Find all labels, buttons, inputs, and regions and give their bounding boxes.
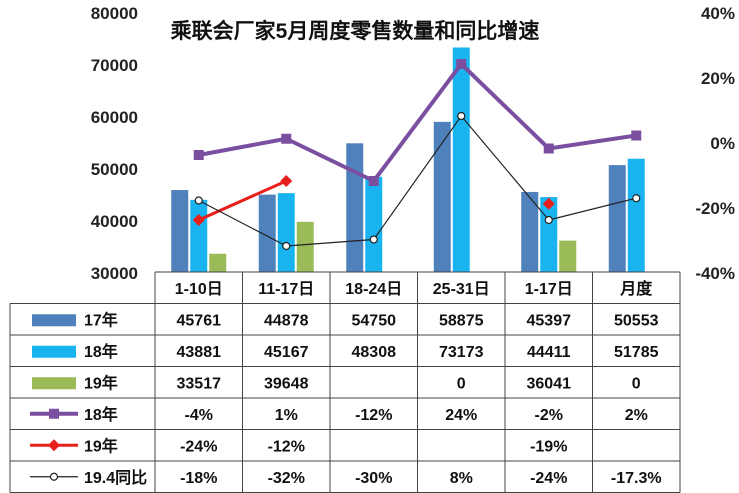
- data-cell: -32%: [268, 470, 305, 487]
- data-cell: -24%: [530, 470, 567, 487]
- bar: [608, 165, 626, 272]
- y-left-tick-label: 40000: [91, 212, 138, 231]
- data-cell: 8%: [450, 470, 473, 487]
- data-cell: 33517: [177, 375, 222, 392]
- legend-key: [32, 345, 76, 358]
- legend-label: 19年: [84, 436, 118, 455]
- line-point: [369, 235, 378, 244]
- legend-label: 19.4同比: [84, 469, 147, 487]
- line-point: [194, 196, 203, 205]
- bar: [559, 240, 577, 272]
- data-cell: 1%: [275, 407, 298, 424]
- data-cell: -4%: [185, 407, 213, 424]
- chart-title: 乘联会厂家5月周度零售数量和同比增速: [170, 19, 540, 43]
- line-point: [457, 111, 466, 121]
- legend-key: [32, 377, 76, 390]
- y-right-tick-label: -40%: [695, 264, 735, 283]
- bar: [521, 191, 539, 272]
- series-line: [198, 179, 287, 222]
- data-cell: -19%: [530, 438, 567, 455]
- line-point: [192, 214, 205, 226]
- legend-marker: [49, 408, 59, 419]
- y-left-tick-label: 30000: [91, 264, 138, 283]
- bar: [209, 253, 227, 272]
- data-cell: 44878: [264, 312, 309, 329]
- category-label: 1-17日: [525, 280, 573, 298]
- line-point: [544, 215, 553, 225]
- legend-key: [32, 314, 76, 327]
- data-cell: 54750: [352, 312, 397, 329]
- line-point: [368, 176, 379, 186]
- y-right-tick-label: 40%: [701, 4, 735, 23]
- category-label: 25-31日: [433, 280, 490, 298]
- legend-label: 17年: [84, 310, 118, 329]
- bar: [452, 47, 470, 273]
- data-cell: 45397: [527, 312, 572, 329]
- y-left-tick-label: 70000: [91, 56, 138, 75]
- data-cell: -2%: [535, 407, 563, 424]
- data-cell: 51785: [614, 344, 659, 361]
- data-cell: 2%: [625, 407, 648, 424]
- line-point: [193, 150, 204, 160]
- series-line: [198, 62, 637, 183]
- bar: [365, 176, 383, 272]
- y-left-tick-label: 50000: [91, 160, 138, 179]
- data-cell: -17.3%: [611, 470, 662, 487]
- line-point: [632, 194, 641, 203]
- data-cell: 0: [457, 375, 466, 392]
- legend-label: 18年: [84, 342, 118, 361]
- data-cell: -24%: [180, 438, 217, 455]
- data-cell: 44411: [527, 344, 571, 361]
- legend-marker: [48, 439, 60, 452]
- data-cell: 48308: [352, 344, 397, 361]
- line-point: [456, 59, 467, 69]
- line-point: [280, 175, 293, 187]
- line-point: [282, 241, 291, 251]
- legend-label: 19年: [84, 373, 118, 392]
- y-left-tick-label: 80000: [91, 4, 138, 23]
- bar: [346, 143, 364, 272]
- data-cell: 24%: [445, 407, 477, 424]
- category-label: 1-10日: [175, 280, 223, 298]
- line-point: [542, 197, 555, 210]
- bar: [296, 221, 314, 272]
- data-cell: 0: [632, 375, 641, 392]
- data-cell: 36041: [527, 375, 572, 392]
- bar: [258, 194, 276, 272]
- bar: [433, 121, 451, 272]
- line-point: [543, 143, 554, 154]
- data-cell: 43881: [177, 344, 222, 361]
- line-point: [281, 133, 292, 144]
- bar: [277, 193, 295, 272]
- series-line: [198, 115, 637, 247]
- data-cell: 73173: [439, 344, 484, 361]
- data-cell: 45761: [177, 312, 222, 329]
- bar: [190, 199, 208, 272]
- y-left-tick-label: 60000: [91, 108, 138, 127]
- y-right-tick-label: 20%: [701, 69, 735, 88]
- data-cell: 45167: [264, 344, 309, 361]
- data-cell: -12%: [268, 438, 305, 455]
- data-cell: -18%: [180, 470, 217, 487]
- data-cell: 58875: [439, 312, 484, 329]
- data-cell: 50553: [614, 312, 659, 329]
- legend-marker: [49, 472, 59, 481]
- category-label: 11-17日: [258, 280, 314, 298]
- data-cell: -12%: [355, 407, 392, 424]
- data-cell: -30%: [355, 470, 392, 487]
- legend-label: 18年: [84, 405, 118, 424]
- category-label: 月度: [619, 279, 653, 298]
- bar: [627, 158, 645, 272]
- data-cell: 39648: [264, 375, 309, 392]
- bar: [171, 190, 189, 272]
- y-right-tick-label: 0%: [710, 134, 735, 153]
- category-label: 18-24日: [345, 280, 402, 298]
- line-point: [631, 130, 642, 141]
- y-right-tick-label: -20%: [695, 199, 735, 218]
